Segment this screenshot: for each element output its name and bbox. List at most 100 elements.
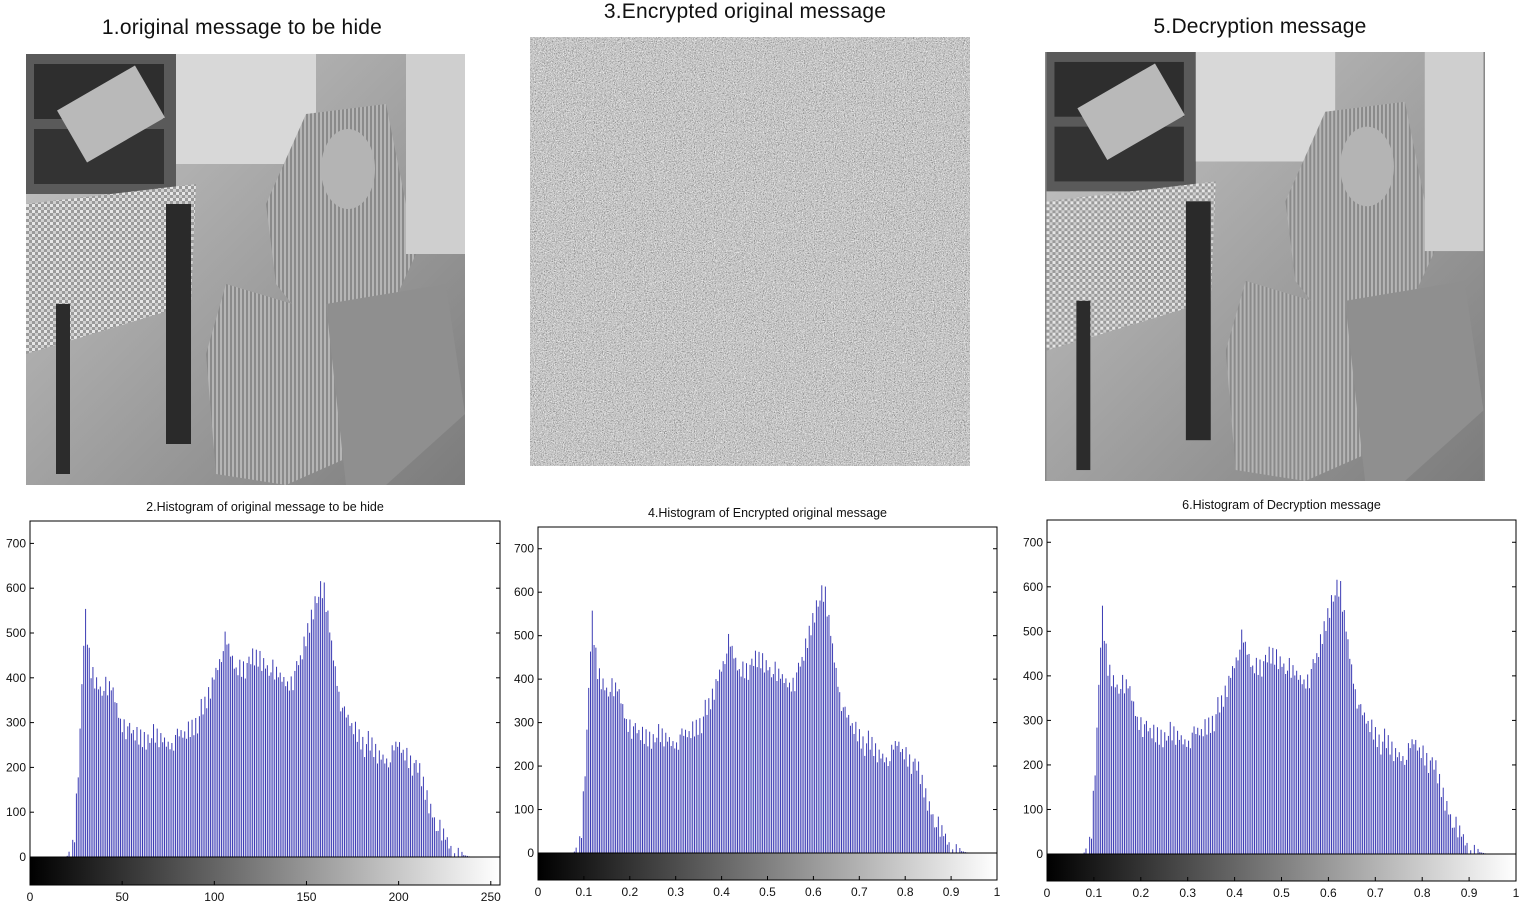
histogram-bar <box>195 717 197 857</box>
histogram-bar <box>367 730 369 857</box>
histogram-bar <box>378 750 380 857</box>
histogram-bar <box>327 610 329 857</box>
histogram-bar <box>250 664 252 857</box>
histogram-bar <box>77 777 79 857</box>
histogram-bar <box>848 714 850 853</box>
histogram-bar <box>676 742 678 853</box>
histogram-bar <box>921 774 923 853</box>
histogram-bar <box>362 736 364 857</box>
histogram-bar <box>400 752 402 857</box>
histogram-bar <box>1479 852 1481 854</box>
histogram-bar <box>889 761 891 853</box>
original-image <box>26 54 465 485</box>
histogram-bar <box>584 776 586 853</box>
grayscale-colorbar <box>29 856 501 886</box>
histogram-bar <box>321 598 323 857</box>
histogram-bar <box>96 677 98 857</box>
histogram-bar <box>625 719 627 853</box>
histogram-bar <box>393 750 395 857</box>
histogram-bar <box>789 682 791 853</box>
histogram-bar <box>1285 674 1287 854</box>
histogram-bar <box>641 726 643 853</box>
histogram-bar <box>340 711 342 857</box>
histogram-bar <box>153 724 155 857</box>
histogram-bar <box>360 749 362 857</box>
histogram-bar <box>1318 657 1320 854</box>
histogram-bar <box>898 741 900 853</box>
histogram-bar <box>1349 658 1351 854</box>
histogram-bar <box>1105 643 1107 854</box>
histogram-bar <box>358 729 360 857</box>
histogram-bar <box>595 647 597 853</box>
histogram-bar <box>1169 721 1171 854</box>
histogram-bar <box>156 728 158 857</box>
histogram-bar <box>1100 647 1102 854</box>
histogram-bar <box>934 827 936 853</box>
histogram-bar <box>812 613 814 853</box>
histogram-bar <box>294 670 296 857</box>
histogram-bar <box>832 643 834 853</box>
histogram-bar <box>439 819 441 857</box>
histogram-bar <box>1312 659 1314 854</box>
histogram-bar <box>1281 666 1283 854</box>
histogram-bar <box>1083 852 1085 854</box>
histogram-bar <box>1402 756 1404 854</box>
histogram-bar <box>681 728 683 853</box>
x-tick-label: 0.7 <box>1367 886 1384 900</box>
histogram-bar <box>747 679 749 853</box>
histogram-bar <box>261 670 263 857</box>
histogram-bar <box>81 684 83 857</box>
histogram-bar <box>901 748 903 853</box>
histogram-bar <box>774 661 776 853</box>
histogram-bar <box>1464 845 1466 854</box>
histogram-bar <box>948 842 950 853</box>
histogram-bar <box>907 766 909 853</box>
histogram-bar <box>1182 744 1184 854</box>
histogram-bar <box>665 732 667 853</box>
histogram-bar <box>364 757 366 857</box>
histogram-bar <box>127 726 129 857</box>
histogram-bar <box>1334 595 1336 854</box>
x-tick-label: 0.1 <box>576 885 593 899</box>
histogram-bar <box>677 749 679 853</box>
histogram-bar <box>1367 720 1369 854</box>
histogram-bar <box>1343 610 1345 854</box>
histogram-bar <box>817 606 819 853</box>
histogram-bar <box>685 729 687 853</box>
histogram-bar <box>828 614 830 853</box>
histogram-bar <box>735 657 737 853</box>
histogram-bar <box>1341 611 1343 854</box>
histogram-bar <box>1116 684 1118 854</box>
histogram-bar <box>1158 744 1160 854</box>
x-tick-label: 0.2 <box>621 885 638 899</box>
histogram-bar <box>1180 735 1182 854</box>
histogram-bar <box>86 644 88 857</box>
histogram-bar <box>1418 747 1420 854</box>
histogram-bar <box>1396 757 1398 854</box>
histogram-bar <box>1442 787 1444 854</box>
histogram-bar <box>945 833 946 853</box>
histogram-bar <box>876 762 878 853</box>
histogram-bar <box>814 622 816 853</box>
histogram-bar <box>910 773 912 853</box>
histogram-bar <box>200 698 202 857</box>
histogram-bar <box>1292 665 1294 854</box>
histogram-bar <box>887 766 889 853</box>
histogram-bar <box>867 730 869 853</box>
histogram-bar <box>97 689 99 857</box>
histogram-bar <box>1329 617 1331 854</box>
histogram-bar <box>1120 688 1122 854</box>
histogram-bar <box>672 741 674 853</box>
histogram-bar <box>1274 664 1276 854</box>
y-tick-label: 700 <box>6 536 26 550</box>
histogram-bar <box>602 678 604 853</box>
histogram-bar <box>679 734 681 853</box>
histogram-bar <box>323 582 325 857</box>
histogram-bar <box>160 733 162 857</box>
histogram-bar <box>1413 744 1415 854</box>
histogram-bar <box>1299 675 1301 854</box>
histogram-bar <box>837 686 839 853</box>
histogram-bar <box>1177 730 1179 854</box>
histogram-bar <box>710 709 712 853</box>
histogram-bar <box>1400 761 1402 854</box>
